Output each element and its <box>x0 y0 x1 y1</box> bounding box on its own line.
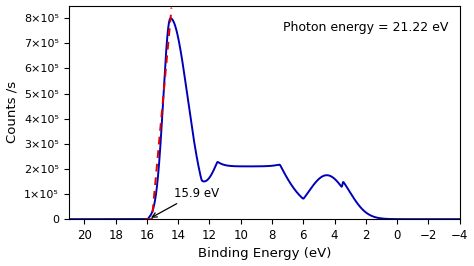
Text: 15.9 eV: 15.9 eV <box>152 186 219 217</box>
Y-axis label: Counts /s: Counts /s <box>6 81 18 143</box>
X-axis label: Binding Energy (eV): Binding Energy (eV) <box>198 247 331 260</box>
Text: Photon energy = 21.22 eV: Photon energy = 21.22 eV <box>283 20 448 34</box>
